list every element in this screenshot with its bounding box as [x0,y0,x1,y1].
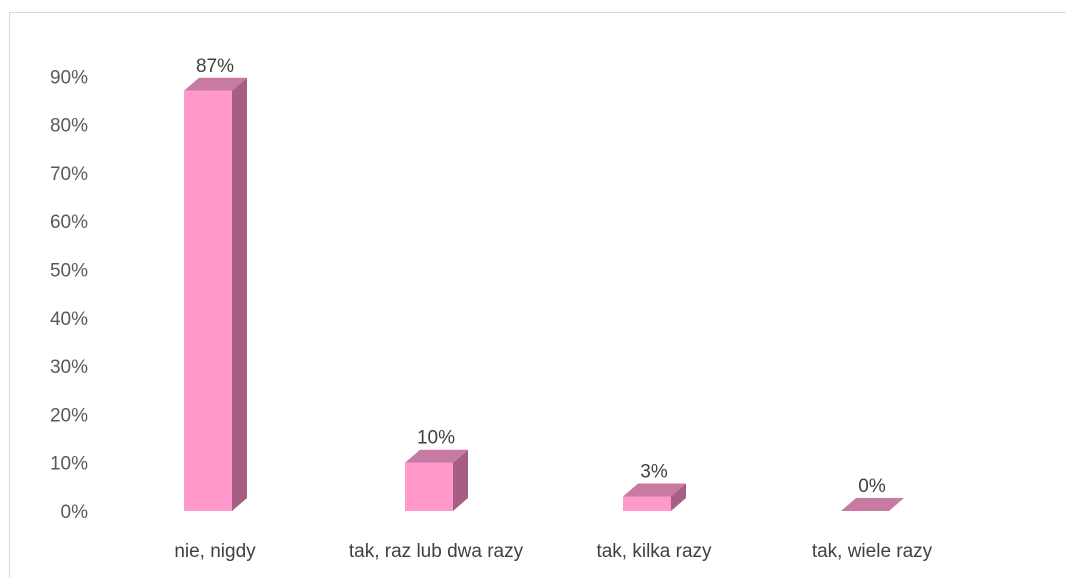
category-label: tak, raz lub dwa razy [349,541,524,562]
y-tick-label: 30% [50,357,88,378]
y-tick-label: 50% [50,261,88,282]
category-label: tak, wiele razy [812,541,933,562]
y-tick-label: 10% [50,454,88,475]
y-tick-label: 0% [61,502,89,523]
bar-top [623,483,686,497]
bar [184,90,232,511]
bar [623,496,671,511]
bar-side [453,449,468,511]
y-tick-label: 90% [50,67,88,88]
data-label: 10% [417,428,455,449]
y-tick-label: 20% [50,405,88,426]
data-label: 3% [640,462,668,483]
y-tick-label: 60% [50,212,88,233]
bar-top [841,498,904,511]
data-label: 87% [196,56,234,77]
category-label: tak, kilka razy [596,541,712,562]
bar-side [232,77,247,511]
y-tick-label: 70% [50,164,88,185]
bar-top [405,449,468,463]
bar-top [184,77,247,91]
bar [405,462,453,511]
data-label: 0% [858,476,886,497]
y-tick-label: 80% [50,116,88,137]
bar-side [671,483,686,511]
y-tick-label: 40% [50,309,88,330]
category-label: nie, nigdy [174,541,256,562]
